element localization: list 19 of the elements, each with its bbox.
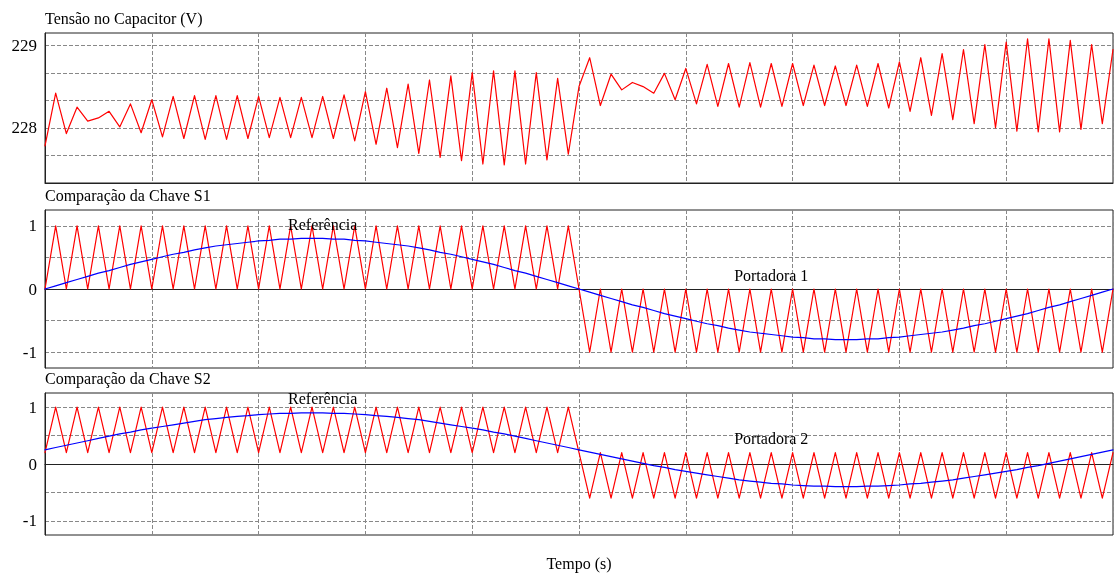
y-tick-label: 0 <box>28 454 37 474</box>
series-label: Referência <box>288 215 358 233</box>
x-axis-title: Tempo (s) <box>546 554 612 573</box>
y-tick-label: -1 <box>22 342 37 362</box>
y-tick-label: 229 <box>11 35 37 55</box>
chart-title: Comparação da Chave S1 <box>45 186 211 205</box>
line-series <box>44 412 1114 488</box>
chart-title: Tensão no Capacitor (V) <box>45 9 203 28</box>
y-tick-label: 228 <box>11 118 37 138</box>
y-tick-label: 0 <box>28 279 37 299</box>
y-tick-label: 1 <box>28 216 37 236</box>
series-label: Referência <box>288 390 358 408</box>
line-series <box>44 237 1114 341</box>
series-label: Portadora 2 <box>734 430 809 448</box>
chart-title: Comparação da Chave S2 <box>45 369 211 388</box>
y-tick-label: 1 <box>28 397 37 417</box>
y-tick-label: -1 <box>22 511 37 531</box>
line-series <box>44 38 1114 166</box>
series-label: Portadora 1 <box>734 266 809 284</box>
